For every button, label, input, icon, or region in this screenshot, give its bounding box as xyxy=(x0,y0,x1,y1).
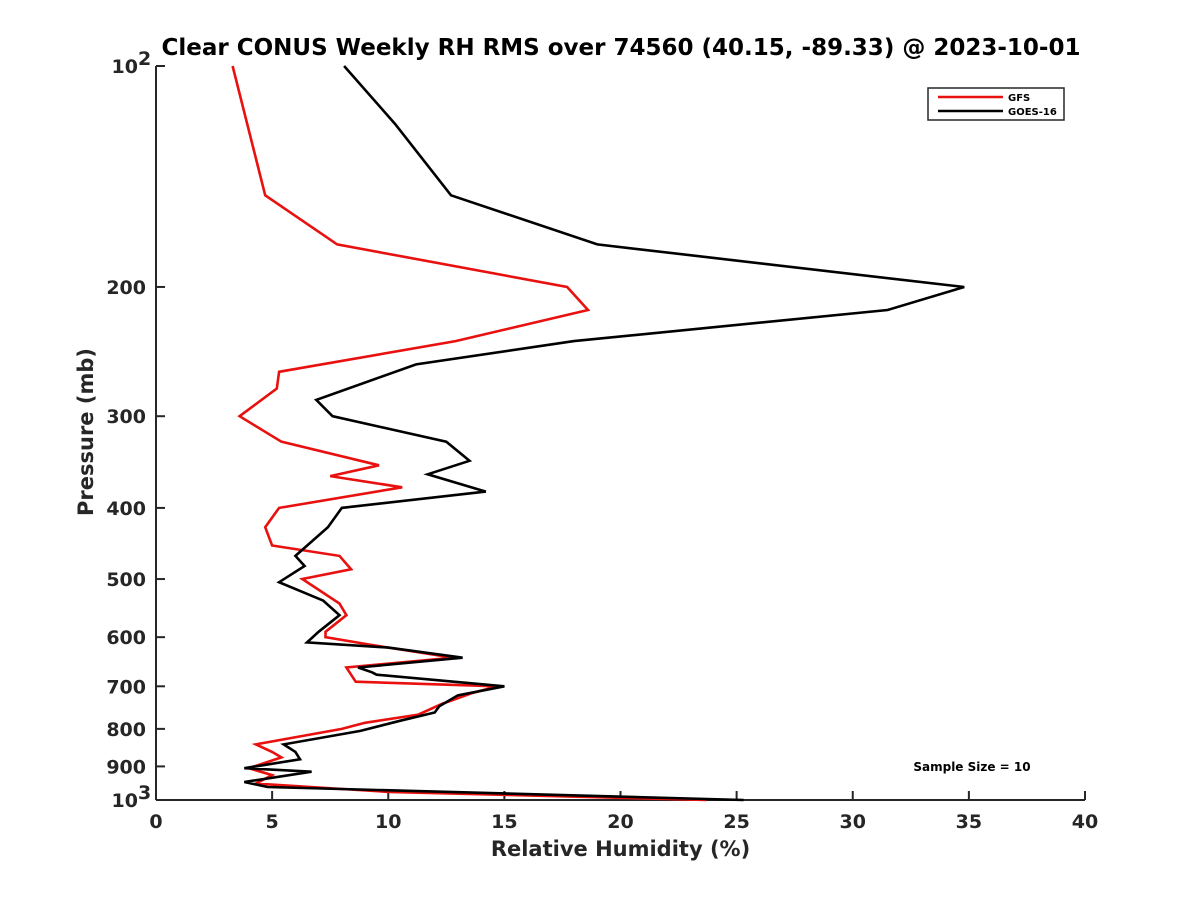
x-tick-label: 35 xyxy=(956,811,982,833)
x-tick-label: 40 xyxy=(1072,811,1098,833)
legend-label: GFS xyxy=(1008,93,1030,104)
sample-size-annotation: Sample Size = 10 xyxy=(913,760,1030,774)
legend-label: GOES-16 xyxy=(1008,107,1057,118)
y-tick-label: 500 xyxy=(106,569,146,591)
y-tick-label: 300 xyxy=(106,406,146,428)
legend: GFS GOES-16 xyxy=(927,87,1065,121)
plot-area: 0 5 10 15 20 25 30 35 40 10 220030040050060070080… xyxy=(106,48,1098,833)
x-axis-label: Relative Humidity (%) xyxy=(491,837,750,861)
x-tick-label: 5 xyxy=(266,811,279,833)
y-tick-label: 900 xyxy=(106,756,146,778)
y-tick-label: 800 xyxy=(106,719,146,741)
y-axis-label: Pressure (mb) xyxy=(74,348,98,516)
series-lines xyxy=(231,65,965,802)
series-line-gfs xyxy=(231,65,707,802)
x-tick-label: 0 xyxy=(149,811,162,833)
y-tick-label: 600 xyxy=(106,627,146,649)
legend-box xyxy=(927,87,1065,121)
y-tick-label: 400 xyxy=(106,498,146,520)
y-tick-label: 10 xyxy=(112,56,138,78)
y-tick-label: 700 xyxy=(106,676,146,698)
x-tick-label: 10 xyxy=(375,811,401,833)
series-line-goes-16 xyxy=(244,65,965,802)
x-axis-ticks: 0 5 10 15 20 25 30 35 40 xyxy=(149,791,1098,833)
x-tick-label: 25 xyxy=(723,811,749,833)
chart-title: Clear CONUS Weekly RH RMS over 74560 (40… xyxy=(162,35,1081,61)
x-tick-label: 15 xyxy=(491,811,517,833)
y-tick-label: 10 xyxy=(112,790,138,812)
y-tick-exponent: 2 xyxy=(138,48,151,70)
x-tick-label: 30 xyxy=(840,811,866,833)
x-tick-label: 20 xyxy=(607,811,633,833)
y-tick-exponent: 3 xyxy=(138,782,151,804)
y-tick-label: 200 xyxy=(106,277,146,299)
